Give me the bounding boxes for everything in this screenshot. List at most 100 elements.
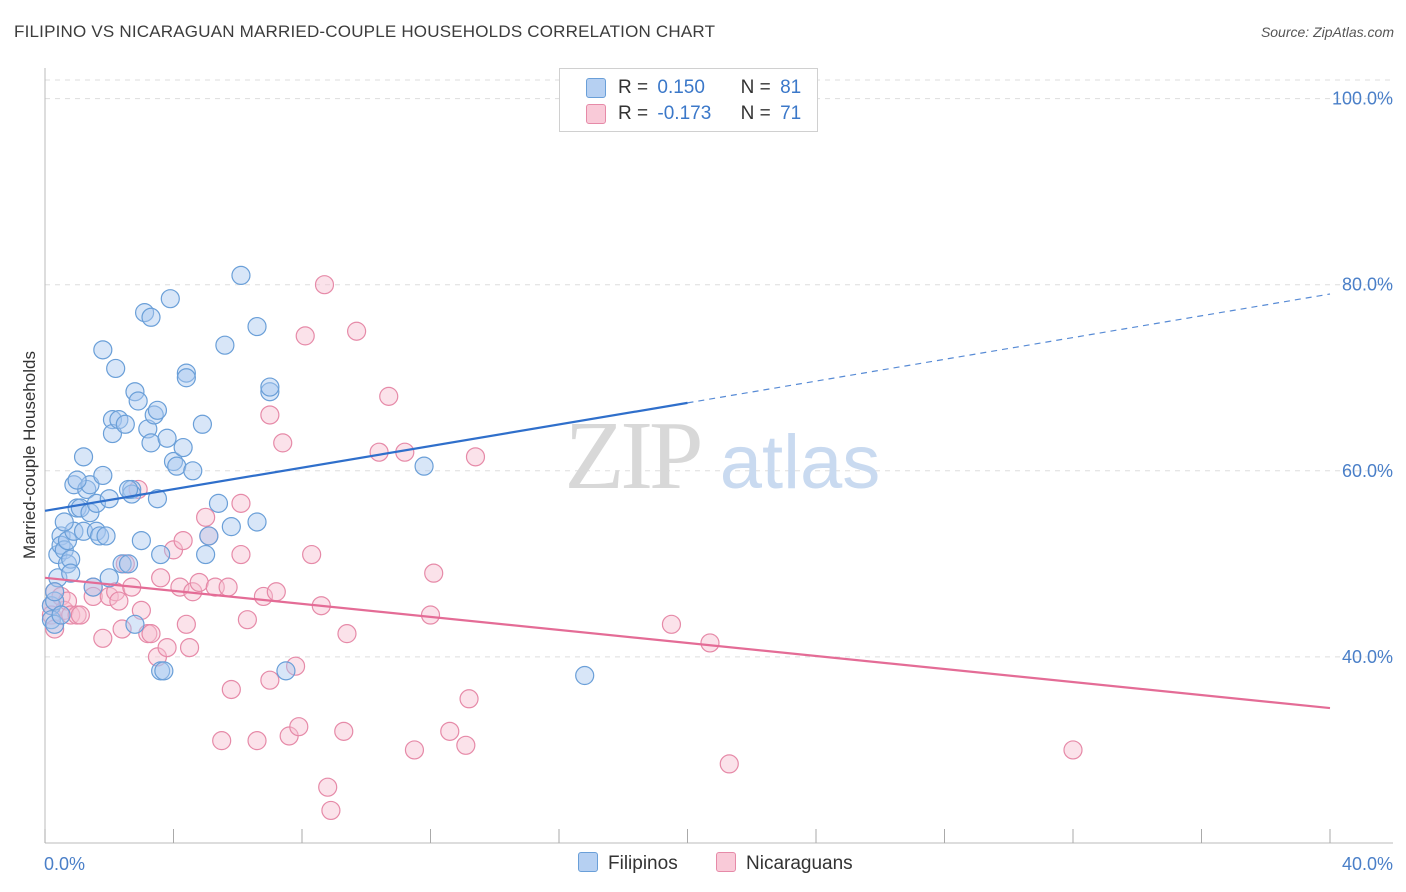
nicaraguans-points	[41, 275, 1083, 821]
filipino-point	[118, 554, 139, 574]
bottom-legend-label: Nicaraguans	[746, 853, 853, 874]
legend-n-value: 71	[780, 103, 802, 124]
legend-n-label: N =	[740, 77, 771, 98]
nicaraguan-point	[247, 731, 267, 751]
y-tick-label: 80.0%	[1342, 275, 1393, 295]
legend-swatch-pink	[586, 104, 606, 124]
filipino-point	[196, 544, 216, 565]
nicaraguan-point	[218, 577, 238, 597]
filipino-point	[221, 517, 241, 537]
nicaraguan-point	[157, 637, 177, 658]
filipino-point	[73, 447, 94, 467]
chart-title: FILIPINO VS NICARAGUAN MARRIED-COUPLE HO…	[14, 22, 716, 41]
nicaraguan-point	[231, 544, 251, 565]
filipino-point	[115, 414, 135, 434]
filipino-point	[151, 544, 171, 565]
filipino-point	[231, 265, 251, 286]
nicaraguan-point	[141, 624, 161, 644]
filipino-point	[93, 465, 113, 486]
nicaraguan-point	[420, 605, 441, 625]
nicaraguan-point	[379, 386, 399, 406]
filipino-point	[173, 437, 193, 458]
nicaraguan-point	[347, 321, 367, 341]
nicaraguan-point	[337, 624, 357, 644]
filipino-point	[157, 428, 177, 448]
filipino-point	[102, 423, 123, 444]
trend-lines	[44, 293, 1331, 710]
filipino-point	[575, 665, 595, 686]
bottom-legend-filipinos: Filipinos	[578, 852, 678, 875]
filipino-point	[215, 335, 235, 355]
filipino-point	[128, 391, 148, 411]
nicaraguan-point	[189, 572, 209, 593]
bottom-legend-label: Filipinos	[608, 853, 678, 874]
nicaraguan-point	[700, 633, 720, 653]
nicaraguan-point	[266, 582, 286, 602]
filipino-point	[147, 400, 168, 420]
nicaraguan-point	[61, 605, 81, 625]
legend-n-label: N =	[740, 103, 771, 124]
nicaraguan-point	[314, 275, 335, 295]
nicaraguan-point	[424, 563, 444, 583]
filipino-point	[61, 549, 81, 569]
nicaraguan-point	[221, 679, 241, 700]
legend-n-value: 81	[780, 77, 802, 98]
y-tick-label: 100.0%	[1332, 89, 1393, 109]
watermark-zip: ZIP	[565, 402, 700, 510]
filipino-point	[80, 475, 100, 495]
filipino-point	[260, 382, 280, 402]
nicaraguan-point	[661, 614, 682, 634]
filipino-point	[160, 289, 180, 309]
nicaraguan-point	[465, 447, 486, 467]
nicaraguan-point	[196, 507, 216, 527]
nicaraguan-point	[456, 735, 476, 755]
nicaraguan-point	[173, 530, 193, 551]
nicaraguan-point	[93, 628, 113, 648]
nicaraguan-point	[112, 619, 132, 639]
filipino-point	[276, 661, 296, 681]
bottom-legend-nicaraguans: Nicaraguans	[716, 852, 853, 875]
nicaraguans-trend-line	[44, 576, 1331, 710]
nicaraguan-point	[212, 731, 232, 751]
filipinos-trend-line	[44, 401, 688, 512]
filipino-point	[199, 526, 219, 546]
nicaraguan-point	[176, 614, 196, 634]
filipino-point	[106, 358, 126, 379]
legend-r-value: 0.150	[657, 77, 705, 98]
bottom-legend-swatch-blue	[578, 852, 598, 872]
legend-r-label: R =	[618, 77, 649, 98]
filipino-point	[141, 433, 161, 453]
nicaraguan-point	[260, 670, 280, 690]
nicaraguan-point	[719, 754, 739, 774]
filipino-point	[183, 461, 203, 481]
nicaraguan-point	[369, 442, 389, 462]
filipino-point	[118, 479, 139, 500]
filipino-point	[167, 456, 187, 476]
nicaraguan-point	[302, 544, 322, 565]
nicaraguan-point	[459, 689, 479, 709]
filipino-point	[45, 582, 65, 602]
filipino-point	[45, 614, 65, 634]
nicaraguan-point	[1063, 740, 1083, 760]
nicaraguan-point	[260, 405, 280, 425]
nicaraguan-point	[404, 740, 425, 760]
nicaraguan-point	[440, 721, 460, 741]
nicaraguan-point	[295, 326, 315, 346]
tick-labels: 40.0% 60.0% 80.0% 100.0% 0.0% 40.0%	[44, 89, 1393, 874]
x-tick-label-max: 40.0%	[1342, 854, 1393, 874]
filipino-point	[54, 512, 74, 532]
filipino-point	[247, 316, 267, 337]
gridlines	[45, 79, 1393, 658]
filipino-point	[131, 530, 151, 551]
y-tick-label: 60.0%	[1342, 461, 1393, 481]
nicaraguan-point	[318, 777, 338, 797]
filipino-point	[141, 307, 161, 327]
filipino-point	[102, 410, 123, 430]
nicaraguan-point	[70, 605, 90, 625]
filipino-point	[154, 661, 174, 681]
nicaraguan-point	[179, 637, 200, 658]
source-credit: Source: ZipAtlas.com	[1260, 24, 1394, 40]
nicaraguan-point	[285, 656, 306, 676]
filipino-point	[192, 414, 213, 434]
